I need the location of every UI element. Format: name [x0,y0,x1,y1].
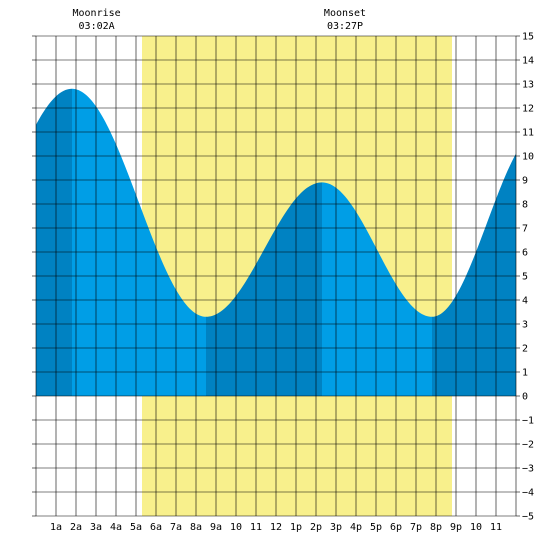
rising-tide-segment [206,182,322,396]
moonset-time: 03:27P [327,21,363,32]
x-tick-label: 2p [310,522,322,533]
y-tick-label: 9 [522,176,528,187]
x-tick-label: 9p [450,522,462,533]
y-tick-label: 7 [522,224,528,235]
x-tick-label: 1p [290,522,302,533]
y-axis-left [32,35,36,517]
x-tick-label: 11 [250,522,262,533]
y-tick-label: 2 [522,344,528,355]
y-tick-label: −5 [522,512,534,523]
x-tick-label: 2a [70,522,82,533]
y-tick-label: 6 [522,248,528,259]
x-tick-label: 11 [490,522,502,533]
x-tick-label: 8a [190,522,202,533]
x-tick-label: 4p [350,522,362,533]
y-tick-label: 10 [522,152,534,163]
y-tick-label: 3 [522,320,528,331]
moonrise-time: 03:02A [79,21,115,32]
y-tick-label: −2 [522,440,534,451]
rising-tide-segment [36,88,72,397]
y-tick-label: 13 [522,80,534,91]
falling-tide-segment [322,182,432,396]
x-tick-label: 7a [170,522,182,533]
moonset-label: Moonset [324,8,366,19]
y-tick-label: 1 [522,368,528,379]
y-tick-label: 15 [522,32,534,43]
x-tick-label: 5a [130,522,142,533]
x-tick-label: 6p [390,522,402,533]
y-tick-label: 14 [522,56,534,67]
falling-tide-segment [72,88,206,397]
x-tick-label: 10 [230,522,242,533]
y-tick-label: 11 [522,128,534,139]
y-tick-label: −1 [522,416,534,427]
x-tick-label: 3p [330,522,342,533]
x-tick-label: 12 [270,522,282,533]
moon-annotations: Moonrise 03:02A Moonset 03:27P [73,8,367,32]
grid [35,35,517,517]
moonrise-label: Moonrise [73,8,121,19]
x-tick-label: 8p [430,522,442,533]
y-tick-label: 0 [522,392,528,403]
rising-tide-segment [432,153,516,396]
x-tick-label: 1a [50,522,62,533]
x-tick-label: 5p [370,522,382,533]
y-tick-label: −3 [522,464,534,475]
x-tick-label: 3a [90,522,102,533]
y-tick-label: 4 [522,296,528,307]
y-tick-label: 8 [522,200,528,211]
y-tick-label: −4 [522,488,534,499]
x-tick-label: 9a [210,522,222,533]
tide-area [36,88,516,397]
y-tick-label: 12 [522,104,534,115]
x-axis: 1a 2a 3a 4a 5a 6a 7a 8a 9a 10 11 12 1p 2p 3p 4p 5p 6p 7p 8p… [50,522,502,533]
x-tick-label: 6a [150,522,162,533]
x-tick-label: 7p [410,522,422,533]
x-tick-label: 10 [470,522,482,533]
x-tick-label: 4a [110,522,122,533]
y-tick-label: 5 [522,272,528,283]
